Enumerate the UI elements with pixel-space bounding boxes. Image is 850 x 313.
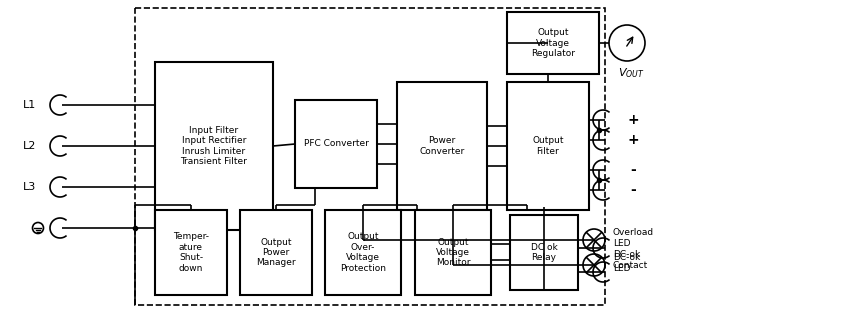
Text: L2: L2 xyxy=(23,141,37,151)
Bar xyxy=(510,215,578,290)
Text: +: + xyxy=(627,113,639,127)
Text: Temper-
ature
Shut-
down: Temper- ature Shut- down xyxy=(173,232,209,273)
Text: L3: L3 xyxy=(23,182,37,192)
Bar xyxy=(397,82,487,210)
Text: Power
Converter: Power Converter xyxy=(419,136,465,156)
Bar xyxy=(507,12,599,74)
Bar xyxy=(507,82,589,210)
Text: DC ok
Relay: DC ok Relay xyxy=(530,243,558,262)
Text: PFC Converter: PFC Converter xyxy=(303,140,368,148)
Text: +: + xyxy=(627,133,639,147)
Text: L1: L1 xyxy=(23,100,37,110)
Bar xyxy=(155,62,273,230)
Bar xyxy=(155,210,227,295)
Bar xyxy=(135,8,605,305)
Text: -: - xyxy=(630,183,636,197)
Bar xyxy=(240,210,312,295)
Text: -: - xyxy=(630,163,636,177)
Text: Output
Voltage
Monitor: Output Voltage Monitor xyxy=(436,238,470,267)
Text: Output
Filter: Output Filter xyxy=(532,136,564,156)
Text: DC-ok
Contact: DC-ok Contact xyxy=(613,250,649,270)
Text: Output
Over-
Voltage
Protection: Output Over- Voltage Protection xyxy=(340,232,386,273)
Text: Input Filter
Input Rectifier
Inrush Limiter
Transient Filter: Input Filter Input Rectifier Inrush Limi… xyxy=(180,126,247,166)
Bar xyxy=(415,210,491,295)
Bar xyxy=(295,100,377,188)
Text: Output
Voltage
Regulator: Output Voltage Regulator xyxy=(531,28,575,58)
Text: $V_{OUT}$: $V_{OUT}$ xyxy=(618,66,644,80)
Text: Output
Power
Manager: Output Power Manager xyxy=(256,238,296,267)
Text: DC-ok
LED: DC-ok LED xyxy=(613,253,640,273)
Bar xyxy=(325,210,401,295)
Text: Overload
LED: Overload LED xyxy=(613,228,654,248)
